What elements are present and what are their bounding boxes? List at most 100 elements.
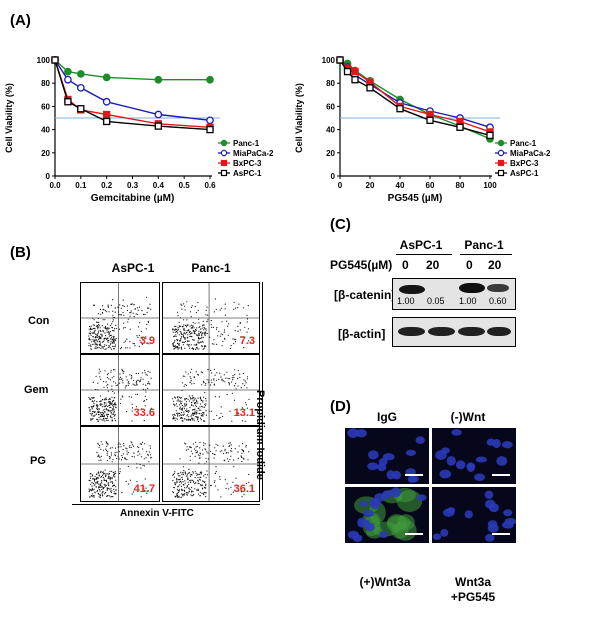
facs-event	[132, 383, 134, 385]
facs-event	[137, 326, 140, 328]
facs-event	[142, 388, 144, 391]
facs-event	[220, 376, 222, 378]
facs-scatter	[163, 427, 259, 501]
facs-event	[191, 479, 193, 481]
facs-event	[184, 384, 186, 386]
facs-event	[143, 465, 145, 467]
facs-event	[216, 372, 218, 374]
facs-event	[97, 336, 99, 338]
facs-event	[119, 468, 121, 470]
facs-event	[174, 404, 176, 406]
facs-event	[186, 475, 188, 477]
facs-event	[197, 419, 199, 421]
facs-event	[237, 325, 239, 327]
facs-event	[129, 341, 131, 343]
facs-event	[220, 496, 222, 498]
facs-event	[220, 412, 222, 414]
facs-event	[113, 336, 115, 338]
facs-event	[92, 339, 94, 341]
facs-event	[99, 329, 101, 332]
facs-event	[90, 328, 92, 330]
facs-event	[172, 344, 174, 346]
facs-event	[231, 377, 233, 379]
facs-event	[92, 475, 94, 477]
facs-event	[103, 416, 105, 418]
facs-event	[117, 391, 120, 393]
facs-event	[238, 413, 240, 415]
facs-event	[193, 332, 195, 334]
nucleus	[440, 528, 449, 537]
facs-event	[111, 490, 113, 492]
facs-event	[107, 450, 109, 452]
facs-event	[93, 343, 95, 345]
panel-label-b: (B)	[10, 244, 31, 261]
facs-event	[112, 413, 114, 415]
facs-event	[119, 304, 121, 306]
facs-event	[178, 344, 180, 346]
facs-event	[112, 341, 114, 344]
facs-event	[233, 385, 236, 387]
facs-event	[219, 478, 221, 480]
facs-event	[214, 396, 216, 398]
facs-event	[181, 482, 183, 484]
facs-event	[233, 376, 235, 379]
facs-event	[222, 415, 224, 418]
facs-event	[185, 371, 187, 373]
facs-event	[178, 415, 180, 417]
facs-event	[103, 493, 106, 495]
x-tick-label: 0.3	[127, 181, 139, 190]
facs-event	[178, 472, 180, 474]
facs-event	[176, 478, 178, 480]
facs-event	[191, 490, 193, 492]
facs-event	[103, 345, 105, 348]
facs-event	[113, 491, 115, 493]
micro-label-wnt3a-pg545-1: Wnt3a	[455, 575, 491, 589]
facs-event	[131, 303, 133, 306]
facs-event	[181, 493, 183, 495]
facs-event	[135, 380, 138, 383]
facs-event	[209, 444, 211, 446]
facs-event	[139, 463, 141, 466]
facs-event	[247, 328, 249, 330]
facs-event	[112, 316, 114, 318]
facs-event	[88, 328, 90, 330]
facs-event	[185, 492, 187, 494]
data-point	[76, 83, 85, 92]
series-line-0	[339, 59, 491, 140]
facs-event	[89, 473, 91, 475]
facs-event	[183, 337, 185, 339]
facs-event	[224, 338, 226, 340]
facs-event	[105, 348, 107, 350]
facs-event	[230, 444, 232, 446]
facs-event	[92, 487, 94, 489]
facs-event	[194, 477, 196, 479]
facs-event	[238, 445, 240, 447]
facs-event	[104, 337, 106, 339]
facs-event	[106, 419, 108, 421]
facs-event	[99, 471, 102, 473]
facs-event	[230, 447, 233, 450]
facs-event	[102, 305, 104, 307]
nucleus	[374, 493, 386, 502]
facs-event	[191, 305, 193, 307]
facs-event	[181, 407, 183, 409]
facs-event	[131, 455, 133, 458]
facs-event	[109, 401, 111, 403]
facs-event	[230, 486, 232, 488]
facs-event	[118, 328, 120, 330]
facs-event	[187, 410, 190, 412]
facs-event	[114, 307, 116, 309]
facs-event	[202, 341, 204, 343]
facs-event	[175, 328, 177, 330]
facs-event	[107, 372, 109, 374]
facs-event	[104, 469, 106, 471]
facs-event	[181, 389, 183, 391]
facs-event	[176, 480, 178, 482]
facs-event	[191, 453, 194, 455]
facs-event	[204, 492, 206, 494]
facs-event	[93, 397, 95, 399]
facs-event	[242, 372, 244, 375]
facs-event	[181, 405, 183, 407]
facs-event	[108, 378, 110, 380]
facs-event	[188, 483, 190, 485]
